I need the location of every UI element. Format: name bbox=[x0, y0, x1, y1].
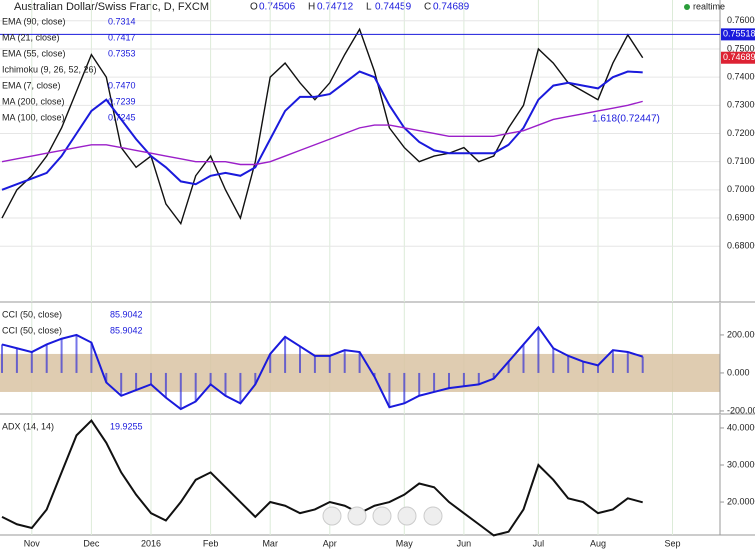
series-line bbox=[1, 27, 644, 226]
price-tag: 0.75518 bbox=[723, 29, 755, 39]
indicator-name: ADX (14, 14) bbox=[2, 421, 54, 431]
x-tick-label: Sep bbox=[664, 538, 680, 548]
y-tick-label: 0.000 bbox=[727, 367, 750, 377]
symbol-title: Australian Dollar/Swiss Franc, D, FXCM bbox=[14, 1, 209, 13]
y-tick-label: 200.000 bbox=[727, 329, 755, 339]
ohlc-value: 0.74712 bbox=[317, 2, 354, 13]
ohlc-label: L bbox=[366, 2, 372, 13]
x-tick-label: Jun bbox=[457, 538, 472, 548]
reset-button[interactable] bbox=[372, 506, 392, 526]
x-tick-label: May bbox=[396, 538, 414, 548]
realtime-dot bbox=[684, 4, 690, 10]
indicator-name: EMA (55, close) bbox=[2, 48, 66, 58]
price-tag-bg bbox=[721, 28, 755, 41]
indicator-value: 0.7353 bbox=[108, 48, 136, 58]
zoom-out-button[interactable] bbox=[347, 506, 367, 526]
indicator-name: MA (100, close) bbox=[2, 112, 65, 122]
indicator-value: 85.9042 bbox=[110, 309, 143, 319]
x-tick-label: Jul bbox=[533, 538, 545, 548]
series-line bbox=[1, 70, 643, 191]
navigation bbox=[322, 506, 443, 526]
indicator-name: CCI (50, close) bbox=[2, 325, 62, 335]
indicator-name: EMA (7, close) bbox=[2, 80, 61, 90]
indicator-name: CCI (50, close) bbox=[2, 309, 62, 319]
series-line bbox=[1, 418, 643, 537]
last-price-bg bbox=[721, 51, 755, 64]
indicator-value: 0.7314 bbox=[108, 16, 136, 26]
x-tick-label: Dec bbox=[83, 538, 100, 548]
ohlc-value: 0.74459 bbox=[375, 2, 412, 13]
last-price: 0.74689 bbox=[723, 52, 755, 62]
indicator-name: MA (200, close) bbox=[2, 96, 65, 106]
zoom-in-button[interactable] bbox=[397, 506, 417, 526]
indicator-value: 0.7239 bbox=[108, 96, 136, 106]
y-tick-label: -200.000 bbox=[727, 405, 755, 415]
ohlc-value: 0.74506 bbox=[259, 2, 296, 13]
series-line bbox=[1, 325, 643, 411]
ohlc-label: H bbox=[308, 2, 315, 13]
scroll-left-button[interactable] bbox=[322, 506, 342, 526]
x-tick-label: Feb bbox=[203, 538, 219, 548]
indicator-value: 0.7470 bbox=[108, 80, 136, 90]
series-line bbox=[1, 100, 643, 166]
indicator-value: 19.9255 bbox=[110, 421, 143, 431]
indicator-name: EMA (90, close) bbox=[2, 16, 66, 26]
indicator-value: 0.7417 bbox=[108, 32, 136, 42]
indicator-name: Ichimoku (9, 26, 52, 26) bbox=[2, 64, 97, 74]
ohlc-label: C bbox=[424, 2, 431, 13]
fib-label: 1.618(0.72447) bbox=[592, 114, 660, 125]
scroll-right-button[interactable] bbox=[423, 506, 443, 526]
realtime-status: realtime bbox=[693, 1, 725, 11]
x-tick-label: Mar bbox=[262, 538, 278, 548]
indicator-value: 0.7245 bbox=[108, 112, 136, 122]
x-tick-label: Nov bbox=[24, 538, 41, 548]
x-tick-label: 2016 bbox=[141, 538, 161, 548]
x-tick-label: Aug bbox=[590, 538, 606, 548]
x-tick-label: Apr bbox=[323, 538, 337, 548]
indicator-name: MA (21, close) bbox=[2, 32, 60, 42]
ohlc-value: 0.74689 bbox=[433, 2, 470, 13]
ohlc-label: O bbox=[250, 2, 258, 13]
indicator-value: 85.9042 bbox=[110, 325, 143, 335]
